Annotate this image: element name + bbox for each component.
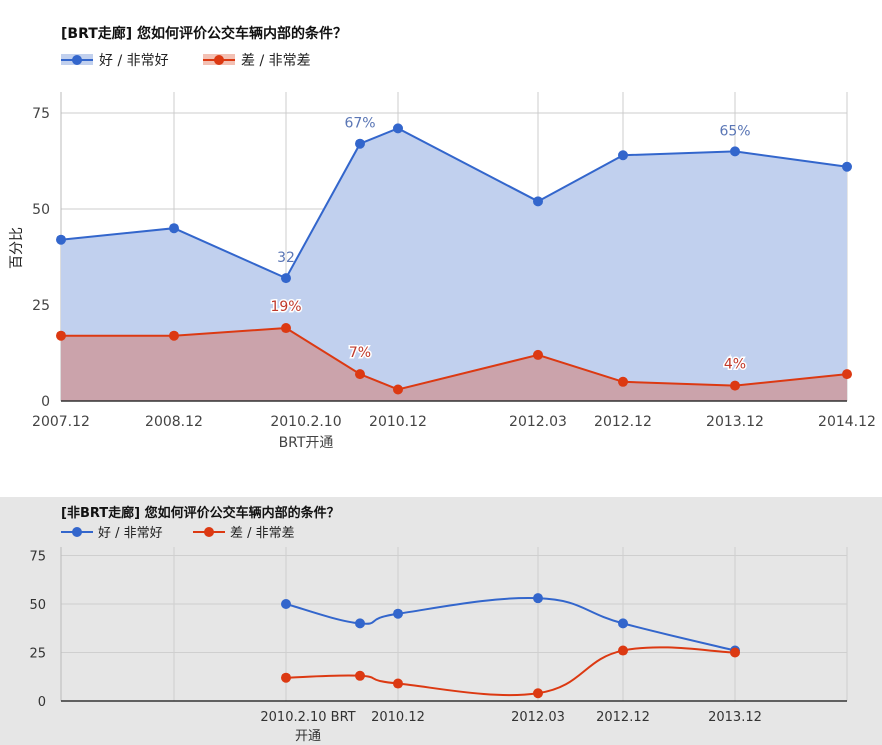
data-label-poor: 4% [724, 357, 746, 373]
data-point-good [533, 593, 543, 604]
y-tick-label: 50 [32, 202, 50, 218]
y-tick-label: 25 [29, 647, 46, 662]
gridlines-2 [60, 547, 848, 702]
x-tick-label: 2008.12 [145, 414, 203, 430]
chart-title-2: [非BRT走廊] 您如何评价公交车辆内部的条件？ [61, 505, 340, 521]
data-point-poor [355, 670, 365, 681]
x-tick-label: 2010.2.10 [270, 414, 341, 430]
x-tick-label: 2012.12 [594, 414, 652, 430]
data-point-good [393, 608, 403, 619]
data-point-good [618, 618, 628, 629]
non-brt-corridor-chart: [非BRT走廊] 您如何评价公交车辆内部的条件？ 好 / 非常好 差 / 非常差… [29, 505, 848, 744]
y-tick-label: 50 [29, 598, 46, 613]
data-point-good [355, 138, 365, 149]
x-annotation-label: BRT开通 [279, 435, 334, 451]
data-point-poor [281, 323, 291, 334]
x-tick-label: 2012.03 [509, 414, 567, 430]
y-tick-label: 0 [38, 695, 46, 710]
data-label-good: 65% [719, 123, 750, 139]
legend-2: 好 / 非常好 差 / 非常差 [61, 526, 295, 541]
data-point-good [355, 618, 365, 629]
x-tick-label: 2013.12 [708, 710, 762, 725]
data-point-good [618, 150, 628, 161]
data-point-good [533, 196, 543, 207]
data-point-poor [618, 645, 628, 656]
x-tick-label: 2007.12 [32, 414, 90, 430]
data-labels: 32 67% 65% 19% 7% 4% [269, 116, 751, 374]
series-lines-2 [285, 596, 736, 697]
data-label-poor: 7% [349, 345, 371, 361]
brt-corridor-chart: [BRT走廊] 您如何评价公交车辆内部的条件？ 好 / 非常好 差 / 非常差 … [9, 25, 876, 451]
data-label-poor: 19% [270, 299, 301, 315]
x-tick-label: 2013.12 [706, 414, 764, 430]
legend: 好 / 非常好 差 / 非常差 [61, 53, 311, 69]
series-line-good [285, 596, 736, 652]
legend-marker-good [72, 55, 82, 65]
data-point-poor [281, 672, 291, 683]
data-point-poor [355, 369, 365, 380]
data-point-poor [169, 330, 179, 341]
y-tick-label: 25 [32, 298, 50, 314]
legend2-marker-poor [204, 527, 214, 537]
data-point-good [393, 123, 403, 134]
legend-label-poor: 差 / 非常差 [241, 53, 311, 69]
x-tick-label: 2012.03 [511, 710, 565, 725]
data-label-good: 32 [277, 250, 295, 266]
x-tick-label: 2010.12 [371, 710, 425, 725]
data-point-poor [393, 384, 403, 395]
series-line-poor [285, 646, 736, 697]
y-tick-label: 75 [29, 550, 46, 565]
x-tick-label-line2: 开通 [295, 729, 321, 744]
data-point-poor [618, 376, 628, 387]
x-axis-ticks-2: 2010.2.10 BRT 2010.12 2012.03 2012.12 2013.1… [260, 710, 762, 744]
legend2-label-good: 好 / 非常好 [98, 526, 163, 541]
y-tick-label: 75 [32, 106, 50, 122]
data-point-good [842, 161, 852, 172]
data-point-poor [842, 369, 852, 380]
data-point-poor [533, 688, 543, 699]
data-point-good [281, 599, 291, 609]
data-point-good [730, 146, 740, 157]
data-points-2 [281, 593, 740, 699]
y-axis-title: 百分比 [9, 227, 25, 269]
x-tick-label: 2014.12 [818, 414, 876, 430]
data-point-poor [393, 678, 403, 689]
y-axis-ticks-2: 0 25 50 75 [29, 550, 46, 711]
data-point-poor [730, 380, 740, 391]
x-axis-ticks: 2007.12 2008.12 2010.2.10 2010.12 2012.03 201… [32, 414, 876, 451]
data-point-poor [533, 349, 543, 360]
x-tick-label: 2012.12 [596, 710, 650, 725]
data-point-good [56, 234, 66, 245]
x-tick-label: 2010.12 [369, 414, 427, 430]
y-axis-ticks: 0 25 50 75 [32, 106, 50, 410]
chart-title: [BRT走廊] 您如何评价公交车辆内部的条件？ [61, 25, 347, 42]
legend2-label-poor: 差 / 非常差 [230, 526, 295, 541]
x-tick-label: 2010.2.10 BRT [260, 710, 355, 725]
data-point-poor [730, 647, 740, 658]
legend-label-good: 好 / 非常好 [99, 53, 169, 69]
data-label-good: 67% [344, 116, 375, 132]
data-point-good [169, 223, 179, 234]
legend-marker-poor [214, 55, 224, 65]
data-point-good [281, 273, 291, 284]
y-tick-label: 0 [41, 394, 50, 410]
data-point-poor [56, 330, 66, 341]
data-points [56, 123, 852, 395]
legend2-marker-good [72, 527, 82, 537]
